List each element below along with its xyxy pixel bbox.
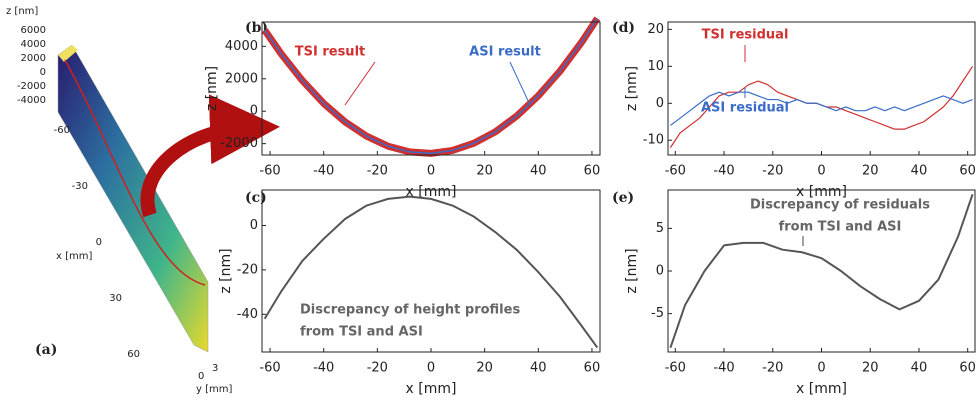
x-axis-label: x [mm]: [796, 381, 847, 397]
y-axis-label: z [nm]: [624, 248, 640, 293]
x-tick-label: -60: [259, 361, 280, 376]
z-tick-label: -2000: [17, 81, 46, 92]
x-tick-label: 0: [96, 237, 102, 248]
y-tick-label: 4000: [225, 39, 258, 54]
series-line: [670, 91, 973, 126]
y-tick-label: 5: [656, 221, 664, 236]
x-tick-label: -40: [713, 361, 734, 376]
y-tick-label: -2000: [220, 136, 258, 151]
panel-label: (e): [612, 190, 634, 206]
plot-frame: [667, 21, 976, 156]
y-tick-label: 0: [250, 218, 258, 233]
x-tick-label: -20: [762, 361, 783, 376]
series-line: [263, 195, 599, 349]
x-tick-label: -60: [54, 125, 70, 136]
x-tick-label: 20: [476, 361, 493, 376]
x-axis-label: x [mm]: [796, 184, 847, 200]
annotation: from TSI and ASI: [779, 220, 902, 235]
x-tick-label: 40: [530, 164, 547, 179]
y-tick-label: 2000: [225, 71, 258, 86]
x-tick-label: 0: [427, 164, 435, 179]
annotation: Discrepancy of residuals: [750, 198, 930, 213]
y-tick-label: 0: [250, 104, 258, 119]
x-tick-label: 0: [817, 361, 825, 376]
x-tick-label: 20: [862, 361, 879, 376]
series-line: [264, 18, 598, 155]
y-tick-label: 0: [656, 264, 664, 279]
z-tick-label: -4000: [17, 95, 46, 106]
x-tick-label: -40: [313, 164, 334, 179]
z-axis-label: z [nm]: [6, 6, 38, 17]
y-tick-label: -5: [651, 306, 664, 321]
x-tick-label: 20: [862, 164, 879, 179]
x-tick-label: -40: [313, 361, 334, 376]
leader-line: [509, 61, 531, 106]
y-tick-label: 20: [647, 22, 664, 37]
x-tick-label: 20: [476, 164, 493, 179]
plot-frame: [667, 189, 976, 353]
panel-a-drawing: [57, 44, 280, 353]
y-tick-label: 0: [198, 371, 204, 382]
z-tick-label: 2000: [21, 53, 46, 64]
x-axis-label: x [mm]: [406, 381, 457, 397]
x-axis-label: x [mm]: [56, 251, 92, 262]
leader-line: [344, 61, 376, 106]
x-tick-label: 40: [911, 164, 928, 179]
x-tick-label: 40: [530, 361, 547, 376]
y-tick-label: -40: [237, 307, 258, 322]
plot-frame: [261, 21, 601, 156]
x-tick-label: 60: [959, 164, 976, 179]
z-tick-label: 6000: [21, 25, 46, 36]
x-tick-label: 30: [109, 293, 122, 304]
x-tick-label: -60: [259, 164, 280, 179]
y-tick-label: 10: [647, 59, 664, 74]
panel-label: (a): [35, 342, 57, 358]
x-tick-label: -40: [713, 164, 734, 179]
panel-label: (d): [612, 20, 635, 36]
x-tick-label: -60: [665, 361, 686, 376]
x-tick-label: 0: [427, 361, 435, 376]
x-tick-label: -60: [665, 164, 686, 179]
series-line: [669, 193, 974, 349]
x-tick-label: -20: [762, 164, 783, 179]
annotation: Discrepancy of height profiles: [300, 303, 520, 318]
x-tick-label: 60: [584, 164, 601, 179]
y-axis-label: z [nm]: [624, 66, 640, 111]
x-tick-label: 60: [127, 349, 140, 360]
x-tick-label: -30: [72, 181, 88, 192]
z-tick-label: 0: [40, 67, 46, 78]
series-label: ASI result: [469, 45, 541, 60]
x-tick-label: 40: [911, 361, 928, 376]
x-tick-label: 60: [584, 361, 601, 376]
series-label: ASI residual: [701, 101, 789, 116]
plot-frame: [261, 189, 601, 353]
y-axis-label: z [nm]: [218, 248, 234, 293]
x-tick-label: -20: [367, 361, 388, 376]
y-axis-label: y [mm]: [196, 384, 232, 395]
annotation: from TSI and ASI: [300, 325, 423, 340]
y-tick-label: -10: [643, 133, 664, 148]
x-tick-label: 0: [817, 164, 825, 179]
x-axis-label: x [mm]: [406, 184, 457, 200]
y-tick-label: -20: [237, 262, 258, 277]
x-tick-label: 60: [959, 361, 976, 376]
x-tick-label: -20: [367, 164, 388, 179]
y-tick-label: 3: [212, 363, 218, 374]
series-label: TSI result: [295, 45, 365, 60]
y-tick-label: 0: [656, 96, 664, 111]
series-label: TSI residual: [702, 28, 789, 43]
z-tick-label: 4000: [21, 39, 46, 50]
panel-label: (c): [245, 190, 267, 206]
y-axis-label: z [nm]: [204, 66, 220, 111]
